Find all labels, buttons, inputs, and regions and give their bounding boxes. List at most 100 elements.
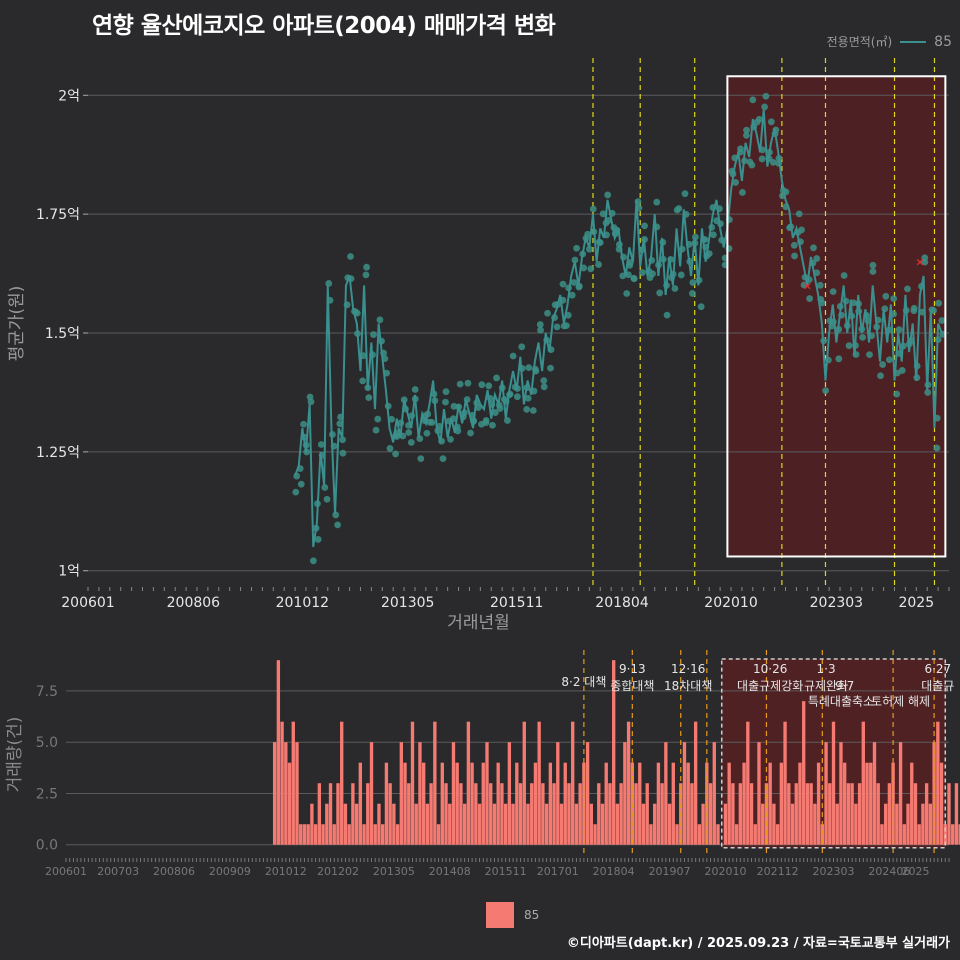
- data-point: [933, 444, 941, 452]
- volume-bar: [626, 721, 631, 845]
- volume-bar: [369, 742, 374, 845]
- data-point: [921, 258, 929, 266]
- series-line-85: [294, 109, 943, 548]
- y-tick-label: 0.0: [36, 838, 58, 854]
- data-point: [810, 244, 817, 252]
- data-point: [509, 352, 517, 360]
- data-point: [623, 290, 631, 297]
- data-point: [540, 377, 548, 385]
- data-point: [423, 429, 431, 437]
- volume-bar: [530, 783, 534, 845]
- x-tick-label: 202010: [704, 865, 746, 878]
- data-point: [859, 333, 866, 341]
- data-point: [325, 280, 333, 287]
- volume-bar: [902, 824, 906, 845]
- volume-bar: [638, 762, 642, 845]
- x-tick-label: 202303: [810, 595, 863, 611]
- volume-bar: [794, 783, 798, 845]
- volume-bar: [429, 783, 433, 845]
- data-point: [732, 179, 740, 186]
- volume-bar: [816, 762, 821, 845]
- data-point: [309, 557, 317, 565]
- volume-bar: [623, 742, 627, 845]
- data-point: [447, 435, 454, 443]
- data-point: [877, 372, 884, 380]
- data-point: [370, 331, 377, 338]
- data-point: [426, 418, 434, 426]
- data-point: [537, 326, 544, 334]
- volume-bar: [381, 824, 385, 845]
- volume-bar: [939, 762, 944, 845]
- data-point: [540, 383, 548, 391]
- volume-bar: [783, 721, 787, 845]
- volume-bar: [489, 783, 493, 845]
- highlight-border: [726, 75, 947, 558]
- policy-annotation: 9·7: [835, 679, 854, 693]
- data-point: [813, 255, 821, 262]
- data-point: [491, 409, 499, 416]
- data-point: [604, 191, 612, 199]
- data-point: [688, 290, 696, 297]
- data-point: [890, 295, 898, 303]
- volume-bar: [563, 762, 567, 845]
- data-point: [496, 405, 504, 412]
- volume-bar: [559, 803, 564, 845]
- volume-bar: [433, 721, 437, 845]
- data-point: [339, 449, 347, 457]
- volume-bar: [522, 721, 526, 845]
- x-tick-label: 201202: [317, 865, 359, 878]
- data-point: [798, 226, 805, 234]
- volume-bar: [448, 803, 452, 845]
- volume-bar: [824, 742, 828, 845]
- data-point: [739, 189, 746, 196]
- data-point: [405, 429, 413, 436]
- data-point: [485, 382, 493, 390]
- volume-bar: [459, 783, 463, 845]
- volume-bar: [727, 762, 731, 845]
- y-tick-label: 7.5: [36, 684, 58, 700]
- data-point: [568, 291, 576, 299]
- data-point: [363, 263, 371, 271]
- volume-chart: 0.0 2.5 5.0 7.5 거래량(건) 200601 200703 200806 2009…: [5, 650, 960, 878]
- volume-bar: [578, 783, 582, 845]
- volume-bar: [641, 803, 646, 845]
- policy-annotation: 6·27: [924, 662, 951, 676]
- volume-highlight-border: [720, 658, 947, 849]
- volume-bar: [347, 824, 351, 845]
- data-point: [689, 279, 697, 286]
- volume-bar: [798, 762, 802, 845]
- x-tick-label: 201305: [373, 865, 415, 878]
- data-point: [743, 131, 750, 139]
- volume-bar: [366, 783, 370, 845]
- volume-bar: [321, 824, 325, 845]
- policy-annotation: 특례대출축소: [808, 695, 874, 709]
- volume-bar: [276, 660, 281, 845]
- data-point: [317, 441, 325, 448]
- volume-bar: [425, 803, 430, 845]
- volume-bar: [328, 783, 333, 845]
- volume-bar: [526, 803, 530, 845]
- x-tick-label: 201804: [595, 595, 649, 611]
- data-point: [630, 275, 638, 283]
- data-point: [547, 364, 554, 372]
- volume-bar: [645, 783, 649, 845]
- data-point: [493, 374, 500, 382]
- volume-bar: [738, 783, 743, 845]
- volume-bar: [716, 824, 720, 845]
- volume-bar: [723, 803, 728, 845]
- data-point: [762, 92, 770, 100]
- volume-bar: [787, 783, 791, 845]
- volume-bar: [287, 762, 292, 845]
- x-tick-label: 200909: [209, 865, 251, 878]
- volume-bar: [612, 660, 616, 845]
- volume-bar: [660, 783, 664, 845]
- y-tick-label: 1.25억: [36, 445, 80, 461]
- volume-bar: [571, 721, 575, 845]
- volume-bar: [835, 803, 839, 845]
- volume-bar: [742, 762, 746, 845]
- data-point: [513, 393, 521, 401]
- volume-bar: [597, 783, 601, 845]
- data-point: [743, 126, 750, 134]
- volume-bar: [451, 742, 456, 845]
- data-point: [571, 256, 579, 264]
